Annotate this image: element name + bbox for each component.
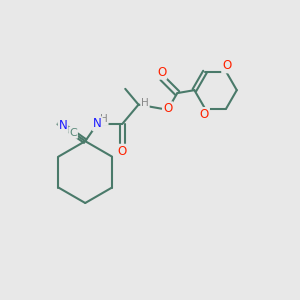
Text: N: N [59,119,68,132]
Text: O: O [118,145,127,158]
Text: H: H [141,98,149,108]
Text: O: O [200,108,209,121]
Text: N: N [93,117,102,130]
Text: H: H [100,114,108,124]
Text: O: O [163,102,172,115]
Text: C: C [69,128,77,138]
Text: O: O [157,66,167,79]
Text: O: O [222,59,231,72]
